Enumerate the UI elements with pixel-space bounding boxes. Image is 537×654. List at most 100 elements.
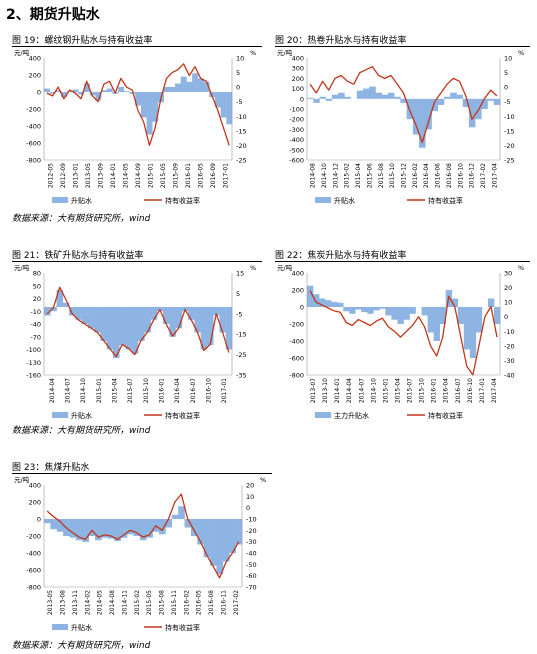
x-tick-label: 2014-10 bbox=[370, 378, 377, 403]
x-tick-label: 2013-07 bbox=[310, 378, 317, 403]
x-tick-label: 2015-06 bbox=[366, 163, 373, 188]
bar bbox=[146, 519, 153, 538]
x-tick-label: 2015-01 bbox=[382, 378, 389, 403]
bar bbox=[369, 86, 376, 99]
left-tick-label: -100 bbox=[26, 346, 41, 354]
right-tick-label: -15 bbox=[236, 127, 247, 135]
bar bbox=[197, 78, 204, 92]
bar bbox=[138, 307, 145, 341]
bar bbox=[216, 519, 224, 575]
x-tick-label: 2016-08 bbox=[446, 163, 453, 188]
figure-source: 数据来源：大有期货研究所，wind bbox=[12, 426, 151, 436]
x-tick-label: 2013-05 bbox=[85, 163, 92, 188]
figure-20: 图 20：热卷升贴水与持有收益率 元/吨% 400 300 200 100 0 -100 -2… bbox=[275, 33, 530, 213]
bar bbox=[219, 307, 227, 333]
right-tick-label: -10 bbox=[504, 328, 515, 336]
bar bbox=[169, 86, 176, 92]
bar bbox=[463, 307, 471, 350]
x-tick-label: 2015-05 bbox=[160, 163, 167, 188]
right-axis-unit: % bbox=[260, 476, 266, 484]
legend-bar-swatch bbox=[52, 197, 68, 203]
bar bbox=[44, 307, 51, 316]
bar bbox=[391, 307, 398, 320]
right-tick-label: 5 bbox=[504, 69, 508, 77]
right-tick-label: 20 bbox=[246, 482, 254, 490]
right-tick-label: -35 bbox=[236, 372, 247, 380]
figure-rule bbox=[12, 473, 272, 474]
figure-title: 图 19：螺纹钢升贴水与持有收益率 bbox=[12, 36, 153, 46]
bar bbox=[375, 92, 383, 99]
figure-22: 图 22：焦炭升贴水与持有收益率 元/吨% 400 200 0 -200 -400 -600… bbox=[275, 248, 530, 428]
bar bbox=[412, 98, 420, 135]
legend-bar-label: 升贴水 bbox=[71, 623, 92, 632]
bar bbox=[220, 92, 227, 118]
bar bbox=[421, 307, 428, 316]
x-tick-label: 2015-08 bbox=[378, 163, 385, 188]
bar bbox=[119, 307, 126, 346]
bar bbox=[313, 98, 320, 103]
bar bbox=[210, 519, 217, 566]
figure-title: 图 21：铁矿升贴水与持有收益率 bbox=[12, 251, 144, 261]
right-tick-label: -5 bbox=[236, 98, 242, 106]
x-tick-label: 2014-12 bbox=[332, 163, 339, 188]
figure-rule bbox=[12, 46, 262, 47]
chart-figure-19: 元/吨 % 400 200 0 -200 -400 -600 -800 10 5 0 -5 -10 -15 -… bbox=[14, 48, 256, 205]
x-tick-label: 2015-04 bbox=[394, 378, 401, 403]
figure-19: 图 19：螺纹钢升贴水与持有收益率 元/吨% 400 200 0 -200 -400 -60… bbox=[12, 33, 262, 224]
left-tick-label: -200 bbox=[26, 533, 41, 541]
right-tick-label: -20 bbox=[504, 342, 515, 350]
bar bbox=[349, 307, 356, 314]
x-tick-label: 2017-01 bbox=[223, 163, 230, 188]
left-axis-unit: 元/吨 bbox=[14, 475, 30, 484]
x-tick-label: 2014-07 bbox=[65, 378, 72, 403]
bar bbox=[186, 81, 193, 92]
bar bbox=[437, 98, 445, 105]
bar bbox=[72, 89, 79, 92]
bar bbox=[487, 298, 495, 307]
left-tick-label: 50 bbox=[33, 282, 41, 290]
x-tick-label: 2016-12 bbox=[469, 163, 476, 188]
bar bbox=[69, 519, 77, 538]
left-axis-unit: 元/吨 bbox=[14, 48, 30, 57]
right-tick-label: 10 bbox=[236, 55, 244, 63]
bar bbox=[94, 307, 101, 333]
bar bbox=[81, 307, 89, 324]
bar bbox=[69, 307, 76, 316]
right-axis-unit: % bbox=[250, 264, 256, 272]
bar bbox=[425, 98, 432, 130]
bar bbox=[363, 88, 370, 99]
right-tick-label: -5 bbox=[236, 310, 242, 318]
bar bbox=[427, 307, 434, 333]
bar bbox=[337, 302, 344, 307]
right-tick-label: -15 bbox=[236, 331, 247, 339]
bar bbox=[338, 92, 345, 99]
bar bbox=[100, 90, 107, 92]
bar bbox=[171, 514, 179, 519]
bar bbox=[163, 307, 170, 324]
left-tick-label: -600 bbox=[26, 140, 41, 148]
left-axis-unit: 元/吨 bbox=[14, 263, 30, 272]
x-tick-label: 2016-02 bbox=[183, 590, 190, 615]
right-tick-label: -50 bbox=[246, 561, 257, 569]
x-tick-label: 2017-02 bbox=[233, 590, 240, 615]
bar bbox=[106, 307, 114, 350]
left-tick-label: 300 bbox=[292, 65, 304, 73]
line-series bbox=[46, 63, 230, 147]
bar bbox=[409, 307, 416, 314]
x-tick-label: 2016-09 bbox=[210, 163, 217, 188]
right-tick-label: -40 bbox=[246, 550, 257, 558]
figure-21: 图 21：铁矿升贴水与持有收益率 元/吨% 80 50 20 -10 -40 -70 -100… bbox=[12, 248, 262, 438]
left-tick-label: 200 bbox=[29, 499, 41, 507]
figure-source: 数据来源：大有期货研究所，wind bbox=[12, 641, 151, 651]
x-tick-label: 2015-02 bbox=[134, 590, 141, 615]
bar bbox=[190, 519, 198, 536]
bar bbox=[50, 307, 57, 312]
bar bbox=[44, 88, 50, 92]
x-tick-label: 2015-04 bbox=[355, 163, 362, 188]
bar bbox=[487, 98, 495, 101]
bar bbox=[235, 519, 243, 545]
bar bbox=[50, 519, 58, 530]
right-tick-label: -10 bbox=[246, 516, 257, 524]
x-tick-label: 2014-10 bbox=[321, 163, 328, 188]
x-tick-label: 2017-02 bbox=[480, 163, 487, 188]
